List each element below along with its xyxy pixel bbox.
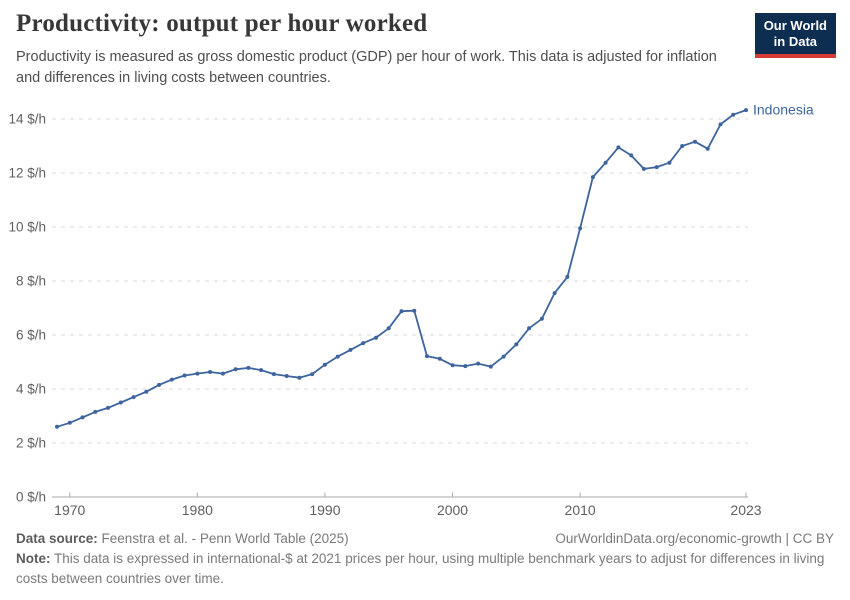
data-point[interactable] — [93, 409, 98, 414]
owid-logo[interactable]: Our World in Data — [754, 13, 836, 58]
note-label: Note: — [16, 551, 51, 566]
data-point[interactable] — [259, 368, 264, 373]
data-point[interactable] — [693, 139, 697, 144]
datasource-text: Feenstra et al. - Penn World Table (2025… — [101, 531, 349, 546]
data-point[interactable] — [233, 367, 238, 372]
data-point[interactable] — [450, 363, 455, 368]
data-point[interactable] — [718, 122, 723, 127]
data-point[interactable] — [335, 354, 340, 359]
data-point[interactable] — [527, 326, 532, 331]
y-axis-tick-label: 0 $/h — [16, 490, 46, 505]
data-point[interactable] — [590, 175, 595, 180]
data-point[interactable] — [399, 309, 404, 314]
datasource-label: Data source: — [16, 531, 98, 546]
data-point[interactable] — [667, 160, 672, 165]
data-point[interactable] — [552, 291, 557, 296]
chart-footer: Data source: Feenstra et al. - Penn Worl… — [16, 529, 834, 589]
data-point[interactable] — [131, 395, 136, 400]
x-axis-tick-label: 1980 — [182, 502, 213, 518]
data-point[interactable] — [616, 145, 621, 150]
data-point[interactable] — [157, 382, 162, 387]
chart-subtitle: Productivity is measured as gross domest… — [16, 49, 717, 86]
data-point[interactable] — [284, 374, 289, 378]
data-point[interactable] — [437, 356, 442, 361]
note-text: This data is expressed in international-… — [16, 551, 825, 586]
owid-logo-line1: Our World — [763, 18, 827, 33]
x-axis-tick-label: 2000 — [437, 502, 468, 518]
y-axis-tick-label: 4 $/h — [16, 382, 46, 397]
license-link[interactable]: OurWorldinData.org/economic-growth | CC … — [555, 531, 834, 546]
data-point[interactable] — [310, 372, 315, 377]
x-axis-tick-label: 1970 — [54, 502, 85, 518]
data-point[interactable] — [641, 166, 646, 171]
y-axis-tick-label: 8 $/h — [16, 274, 46, 289]
data-point[interactable] — [629, 153, 634, 158]
y-axis-tick-label: 6 $/h — [16, 328, 46, 343]
data-point[interactable] — [514, 342, 519, 347]
x-axis-tick-label: 1990 — [309, 502, 340, 518]
data-point[interactable] — [348, 347, 353, 352]
data-point[interactable] — [220, 371, 225, 376]
data-point[interactable] — [412, 308, 417, 313]
data-point[interactable] — [386, 326, 391, 331]
data-point[interactable] — [118, 400, 123, 405]
data-point[interactable] — [476, 361, 481, 366]
y-axis-tick-label: 10 $/h — [8, 220, 46, 235]
data-point[interactable] — [425, 354, 429, 359]
data-point[interactable] — [744, 108, 748, 113]
data-point[interactable] — [488, 364, 493, 369]
data-point[interactable] — [208, 370, 213, 374]
data-point[interactable] — [106, 405, 110, 410]
data-point[interactable] — [578, 226, 583, 231]
data-point[interactable] — [80, 415, 85, 420]
data-point[interactable] — [705, 146, 710, 151]
data-point[interactable] — [322, 362, 327, 367]
chart-header: Productivity: output per hour worked Pro… — [16, 10, 740, 89]
data-point[interactable] — [463, 364, 468, 369]
data-point[interactable] — [374, 335, 378, 340]
x-axis-tick-label: 2023 — [730, 502, 761, 518]
chart-title: Productivity: output per hour worked — [16, 10, 428, 37]
y-axis-tick-label: 14 $/h — [8, 112, 46, 127]
data-point[interactable] — [271, 372, 276, 377]
y-axis-tick-label: 12 $/h — [8, 166, 46, 181]
data-point[interactable] — [55, 424, 59, 429]
data-point[interactable] — [680, 144, 685, 148]
data-point[interactable] — [246, 365, 251, 370]
data-point[interactable] — [501, 354, 506, 359]
owid-logo-line2: in Data — [773, 34, 818, 49]
data-point[interactable] — [731, 112, 736, 117]
data-point[interactable] — [361, 341, 366, 346]
note: Note: This data is expressed in internat… — [16, 549, 834, 589]
data-point[interactable] — [144, 389, 149, 394]
data-point[interactable] — [182, 373, 187, 378]
data-point[interactable] — [169, 377, 174, 382]
data-point[interactable] — [565, 274, 570, 279]
data-point[interactable] — [654, 165, 659, 170]
data-point[interactable] — [297, 375, 302, 380]
series-end-label: Indonesia — [753, 102, 814, 118]
datasource: Data source: Feenstra et al. - Penn Worl… — [16, 529, 349, 549]
data-point[interactable] — [603, 160, 608, 165]
y-axis-tick-label: 2 $/h — [16, 436, 46, 451]
data-point[interactable] — [67, 420, 72, 425]
data-point[interactable] — [539, 316, 544, 321]
series-line[interactable] — [56, 109, 747, 428]
x-axis-tick-label: 2010 — [565, 502, 596, 518]
data-point[interactable] — [195, 371, 200, 376]
